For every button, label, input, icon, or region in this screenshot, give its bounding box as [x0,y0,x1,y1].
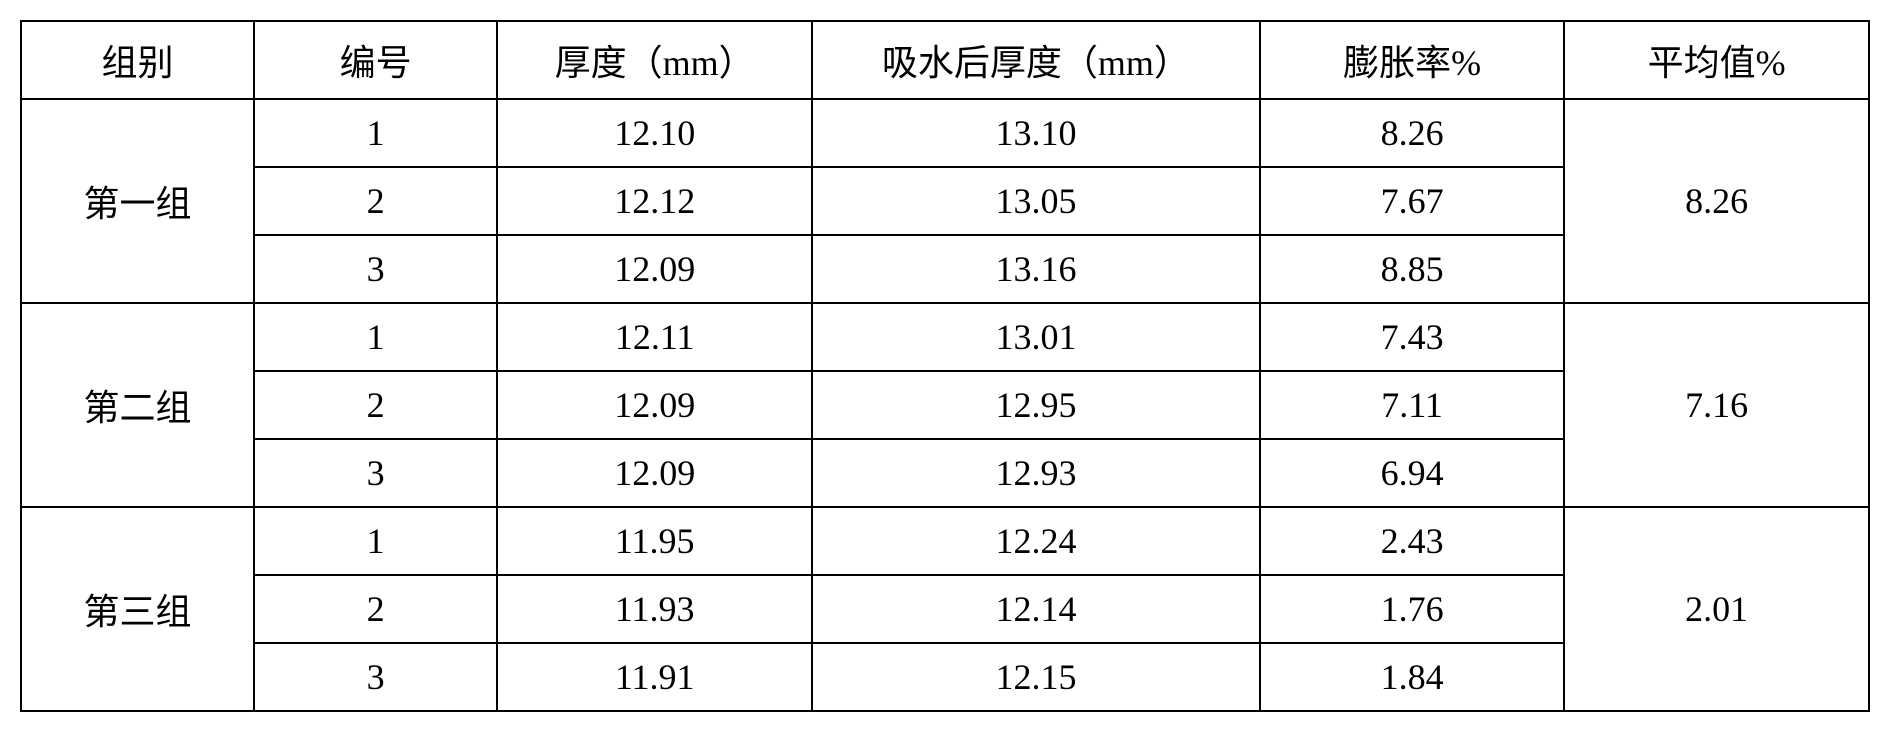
after-cell: 13.01 [812,303,1260,371]
expansion-cell: 7.67 [1260,167,1565,235]
group-name-cell: 第三组 [21,507,254,711]
num-cell: 1 [254,303,497,371]
num-cell: 3 [254,643,497,711]
num-cell: 3 [254,439,497,507]
expansion-cell: 1.84 [1260,643,1565,711]
header-average: 平均值% [1564,21,1869,99]
thickness-cell: 11.93 [497,575,812,643]
expansion-cell: 7.11 [1260,371,1565,439]
header-expansion: 膨胀率% [1260,21,1565,99]
thickness-cell: 12.09 [497,235,812,303]
average-cell: 8.26 [1564,99,1869,303]
header-thickness: 厚度（mm） [497,21,812,99]
after-cell: 12.95 [812,371,1260,439]
after-cell: 12.15 [812,643,1260,711]
num-cell: 3 [254,235,497,303]
thickness-cell: 12.11 [497,303,812,371]
group-name-cell: 第一组 [21,99,254,303]
group-name-cell: 第二组 [21,303,254,507]
num-cell: 2 [254,371,497,439]
after-cell: 13.05 [812,167,1260,235]
expansion-cell: 6.94 [1260,439,1565,507]
thickness-cell: 12.09 [497,439,812,507]
expansion-cell: 2.43 [1260,507,1565,575]
thickness-cell: 11.95 [497,507,812,575]
expansion-cell: 8.85 [1260,235,1565,303]
header-number: 编号 [254,21,497,99]
num-cell: 1 [254,507,497,575]
header-row: 组别 编号 厚度（mm） 吸水后厚度（mm） 膨胀率% 平均值% [21,21,1869,99]
after-cell: 12.24 [812,507,1260,575]
expansion-cell: 1.76 [1260,575,1565,643]
num-cell: 1 [254,99,497,167]
table-body: 第一组 1 12.10 13.10 8.26 8.26 2 12.12 13.0… [21,99,1869,711]
thickness-cell: 11.91 [497,643,812,711]
thickness-cell: 12.10 [497,99,812,167]
expansion-cell: 8.26 [1260,99,1565,167]
expansion-cell: 7.43 [1260,303,1565,371]
data-table: 组别 编号 厚度（mm） 吸水后厚度（mm） 膨胀率% 平均值% 第一组 1 1… [20,20,1870,712]
num-cell: 2 [254,167,497,235]
average-cell: 7.16 [1564,303,1869,507]
thickness-cell: 12.09 [497,371,812,439]
average-cell: 2.01 [1564,507,1869,711]
header-thickness-after: 吸水后厚度（mm） [812,21,1260,99]
num-cell: 2 [254,575,497,643]
after-cell: 12.14 [812,575,1260,643]
header-group: 组别 [21,21,254,99]
after-cell: 13.16 [812,235,1260,303]
thickness-cell: 12.12 [497,167,812,235]
table-row: 第一组 1 12.10 13.10 8.26 8.26 [21,99,1869,167]
table-row: 第二组 1 12.11 13.01 7.43 7.16 [21,303,1869,371]
after-cell: 13.10 [812,99,1260,167]
table-row: 第三组 1 11.95 12.24 2.43 2.01 [21,507,1869,575]
after-cell: 12.93 [812,439,1260,507]
